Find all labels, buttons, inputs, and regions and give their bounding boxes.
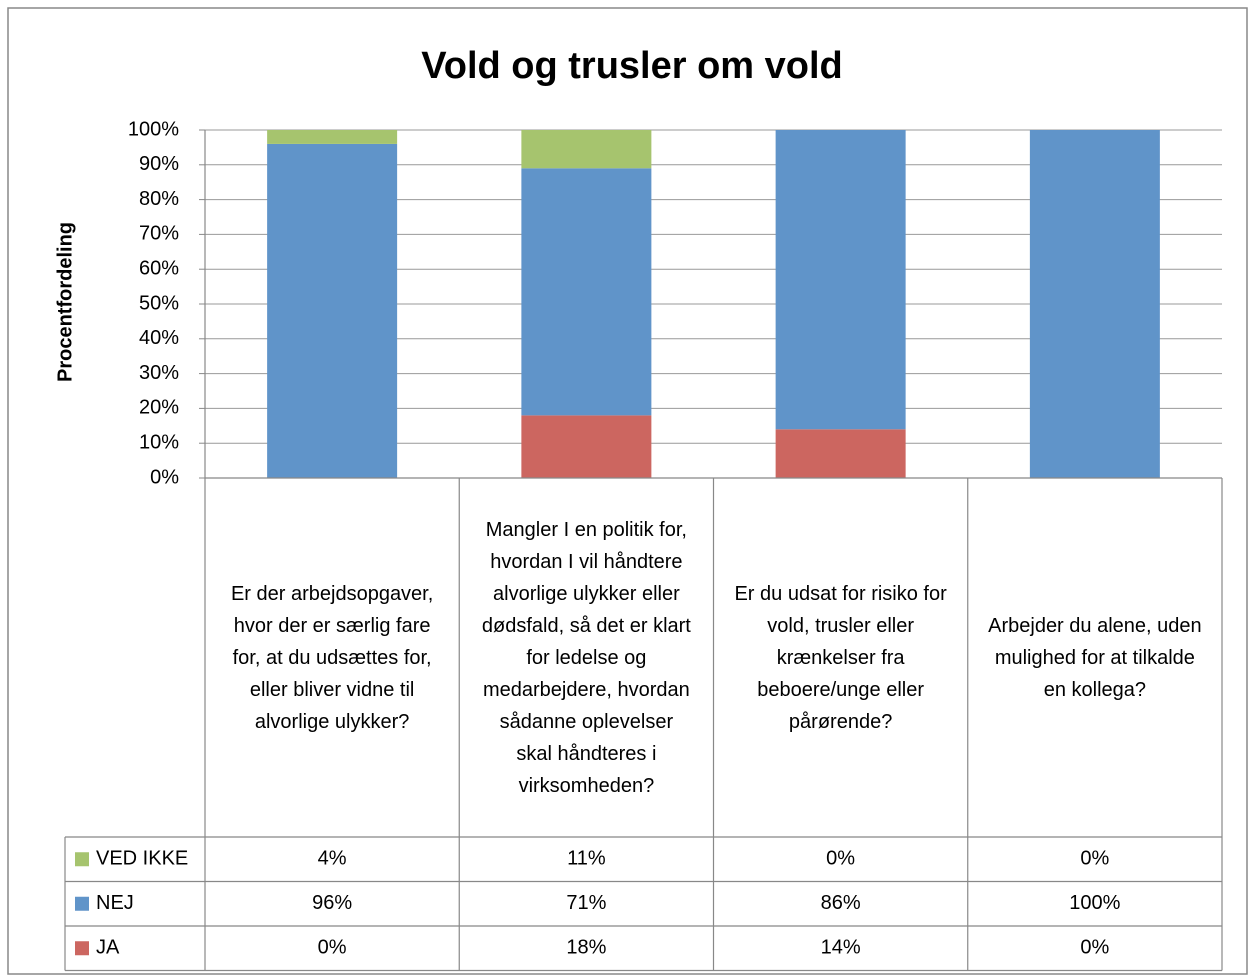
- table-value: 71%: [566, 892, 606, 914]
- table-value: 0%: [1080, 848, 1109, 870]
- y-axis-label: Procentfordeling: [54, 222, 76, 382]
- bar-segment: [267, 143, 398, 479]
- table-value: 4%: [318, 848, 347, 870]
- table-value: 86%: [821, 892, 861, 914]
- y-tick-label: 0%: [150, 466, 179, 488]
- y-tick-label: 10%: [139, 431, 179, 453]
- y-tick-label: 90%: [139, 153, 179, 175]
- y-tick-label: 30%: [139, 362, 179, 384]
- legend-swatch: [75, 896, 89, 911]
- y-tick-label: 40%: [139, 327, 179, 349]
- legend-label: VED IKKE: [96, 848, 188, 870]
- table-value: 14%: [821, 937, 861, 959]
- table-value: 0%: [318, 937, 347, 959]
- bar-segment: [1029, 130, 1160, 478]
- bar-segment: [775, 429, 906, 478]
- chart-title: Vold og trusler om vold: [421, 45, 843, 87]
- table-value: 18%: [566, 937, 606, 959]
- bar-segment: [521, 130, 652, 169]
- y-tick-label: 60%: [139, 257, 179, 279]
- legend-swatch: [75, 852, 89, 867]
- x-tick-label: Mangler I en politik for, hvordan I vil …: [481, 518, 691, 797]
- table-value: 0%: [826, 848, 855, 870]
- table-value: 11%: [567, 848, 606, 870]
- y-tick-label: 50%: [139, 292, 179, 314]
- y-tick-label: 100%: [128, 118, 179, 140]
- x-tick-label: Arbejder du alene, uden mulighed for at …: [988, 614, 1202, 701]
- table-value: 96%: [312, 892, 352, 914]
- table-value: 0%: [1080, 937, 1109, 959]
- y-tick-label: 20%: [139, 397, 179, 419]
- legend-swatch: [75, 941, 89, 956]
- x-tick-label: Er du udsat for risiko for vold, trusler…: [734, 582, 947, 733]
- bar-segment: [267, 130, 398, 144]
- x-tick-label: Er der arbejdsopgaver, hvor der er særli…: [230, 582, 434, 733]
- table-value: 100%: [1069, 892, 1120, 914]
- bar-segment: [521, 415, 652, 478]
- bar-segment: [775, 130, 906, 430]
- bar-segment: [521, 168, 652, 416]
- legend-label: JA: [96, 937, 120, 959]
- legend-label: NEJ: [96, 892, 134, 914]
- y-tick-label: 70%: [139, 223, 179, 245]
- y-tick-label: 80%: [139, 188, 179, 210]
